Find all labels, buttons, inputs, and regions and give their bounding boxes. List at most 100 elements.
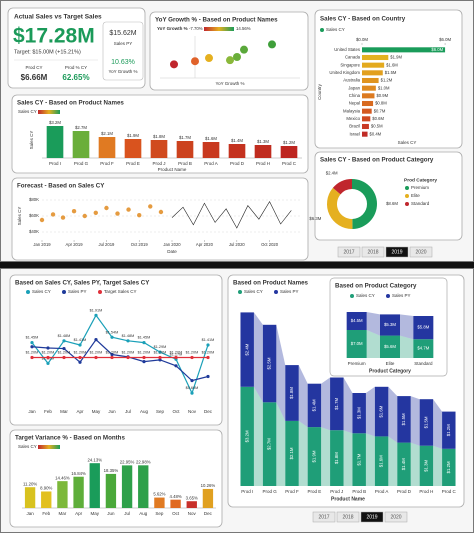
year-label[interactable]: 2020 bbox=[415, 249, 426, 255]
legend-label: Sales PY bbox=[392, 293, 411, 298]
bar bbox=[362, 131, 368, 137]
year-button[interactable] bbox=[312, 511, 336, 523]
point bbox=[137, 213, 142, 218]
year-button[interactable] bbox=[385, 246, 409, 258]
chart-title: Sales CY - Based on Country bbox=[320, 16, 406, 23]
ribbon bbox=[366, 312, 380, 336]
x-tick-label: Feb bbox=[44, 409, 52, 414]
bar-segment bbox=[307, 427, 322, 486]
year-button[interactable] bbox=[361, 246, 385, 258]
year-button[interactable] bbox=[360, 511, 384, 523]
legend-label: Sales CY bbox=[326, 27, 345, 32]
year-label[interactable]: 2019 bbox=[391, 249, 402, 255]
y-axis-title: Sales CY bbox=[17, 207, 22, 226]
x-tick-label: Jan 2019 bbox=[33, 242, 51, 247]
x-tick-label: Apr bbox=[76, 409, 84, 414]
year-label[interactable]: 2017 bbox=[318, 514, 329, 520]
value-label: $1.3M bbox=[257, 139, 269, 144]
year-button[interactable] bbox=[336, 511, 360, 523]
legend-swatch bbox=[405, 186, 409, 190]
x-tick-label: Prod G bbox=[74, 161, 89, 166]
bar-segment bbox=[380, 335, 400, 358]
x-tick-label: Oct 2020 bbox=[261, 242, 279, 247]
value-label: 14.46% bbox=[55, 475, 70, 480]
y-tick-label: Brazil bbox=[349, 124, 360, 129]
value-label: $0.7M bbox=[374, 108, 386, 113]
point bbox=[39, 217, 45, 223]
value-label: $0.9M bbox=[376, 93, 388, 98]
bar bbox=[98, 137, 116, 158]
x-tick-label: Premium bbox=[348, 361, 366, 366]
kpi-side-value: $15.62M bbox=[109, 30, 136, 37]
value-label: $5.8M bbox=[417, 325, 429, 330]
value-label: $5.3M bbox=[384, 322, 396, 327]
x-tick-label: Prod D bbox=[397, 489, 412, 494]
point bbox=[93, 210, 98, 215]
point bbox=[46, 355, 50, 360]
x-tick-label: Prod B bbox=[178, 161, 192, 166]
legend-label: Premium bbox=[411, 185, 429, 190]
point bbox=[268, 40, 276, 49]
point bbox=[190, 355, 194, 360]
legend-gradient bbox=[38, 445, 60, 449]
legend-label: Sales CY bbox=[18, 444, 37, 449]
value-label: $1.0M bbox=[378, 85, 390, 90]
point bbox=[206, 343, 210, 347]
value-label: $4.5M bbox=[351, 318, 363, 323]
bar-segment bbox=[262, 402, 277, 486]
bar bbox=[150, 140, 168, 158]
year-button[interactable] bbox=[337, 246, 361, 258]
value-label: $1.8M bbox=[153, 134, 165, 139]
x-tick-label: Sep bbox=[155, 511, 164, 516]
x-tick-label: Prod J bbox=[330, 489, 343, 494]
bar bbox=[362, 54, 389, 61]
point bbox=[46, 346, 50, 350]
year-label[interactable]: 2018 bbox=[367, 249, 378, 255]
point bbox=[174, 364, 178, 368]
bar-segment bbox=[419, 399, 434, 446]
point bbox=[126, 207, 131, 212]
x-tick-label: Prod F bbox=[285, 489, 299, 494]
bar-segment bbox=[442, 448, 456, 486]
value-label: $1.29M bbox=[154, 345, 167, 349]
chart-title: Target Variance % - Based on Months bbox=[15, 435, 125, 442]
value-label: 18.35% bbox=[104, 468, 119, 473]
bar bbox=[362, 93, 375, 99]
ribbon bbox=[365, 433, 375, 486]
point bbox=[62, 339, 66, 343]
ribbon bbox=[321, 427, 331, 486]
ribbon bbox=[366, 330, 380, 358]
x-tick-label: Aug bbox=[139, 511, 148, 516]
x-tick-label: Prod G bbox=[262, 489, 277, 494]
value-label: $1.2M bbox=[283, 140, 295, 145]
x-tick-label: Apr 2020 bbox=[196, 242, 214, 247]
legend-label: Sales CY bbox=[18, 109, 37, 114]
point bbox=[78, 360, 82, 364]
x-tick-label: May bbox=[90, 511, 99, 516]
value-label: $2.4M bbox=[326, 170, 338, 175]
y-tick-label: China bbox=[349, 93, 361, 98]
value-label: $1.5M bbox=[424, 416, 429, 428]
point bbox=[191, 57, 199, 66]
year-label[interactable]: 2017 bbox=[343, 249, 354, 255]
year-button[interactable] bbox=[384, 511, 408, 523]
year-label[interactable]: 2020 bbox=[390, 514, 401, 520]
x-tick-label: Nov bbox=[188, 409, 197, 414]
bar bbox=[362, 108, 372, 114]
x-tick-label: Jun bbox=[108, 409, 116, 414]
point bbox=[94, 313, 98, 317]
legend-swatch bbox=[274, 290, 278, 294]
year-label[interactable]: 2018 bbox=[342, 514, 353, 520]
x-tick-label: $0.0M bbox=[356, 37, 368, 42]
x-tick-label: Prod I bbox=[49, 161, 61, 166]
ribbon bbox=[433, 445, 443, 486]
year-button[interactable] bbox=[409, 246, 433, 258]
value-label: $1.20M bbox=[122, 350, 135, 354]
point bbox=[94, 338, 98, 342]
legend-label: Sales CY bbox=[244, 289, 263, 294]
ribbon bbox=[410, 442, 420, 486]
panel bbox=[314, 9, 463, 149]
point bbox=[142, 355, 146, 360]
year-label[interactable]: 2019 bbox=[366, 514, 377, 520]
